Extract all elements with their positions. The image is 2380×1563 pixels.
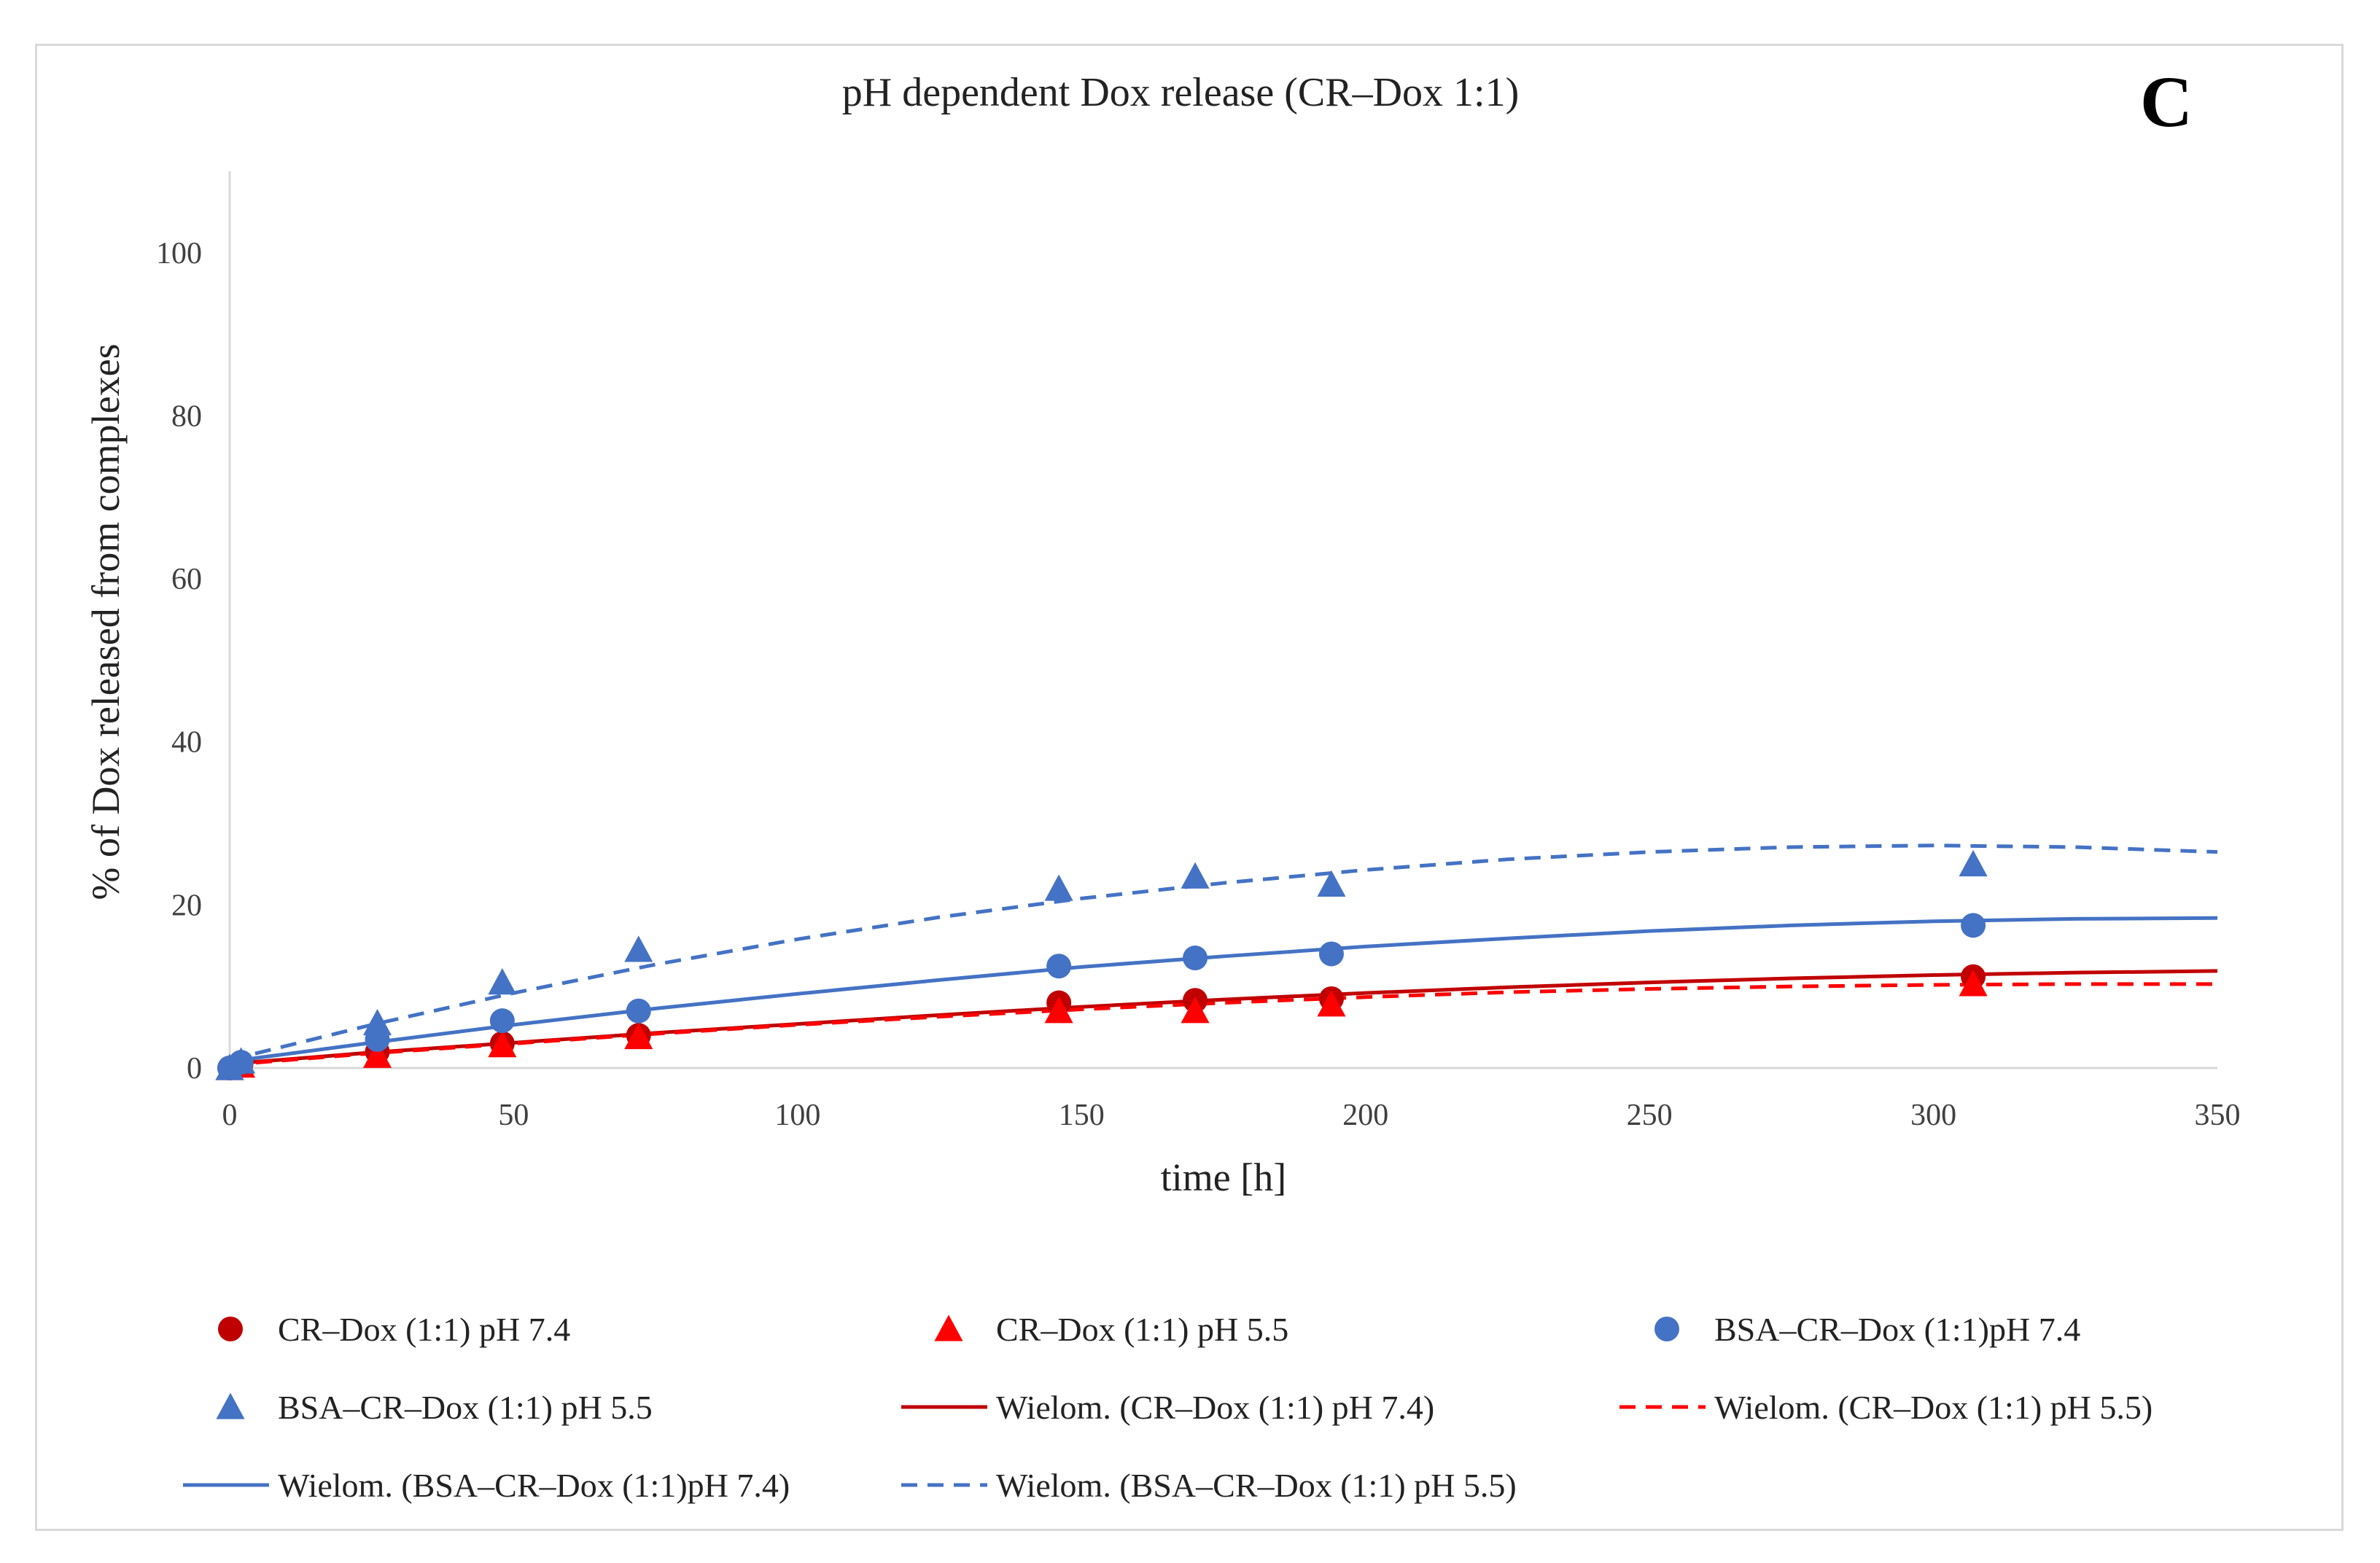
data-point	[1046, 954, 1072, 979]
data-point	[1181, 862, 1210, 889]
legend-label: BSA–CR–Dox (1:1)pH 7.4	[1714, 1311, 2080, 1348]
x-tick-label: 100	[774, 1099, 820, 1132]
legend: CR–Dox (1:1) pH 7.4 CR–Dox (1:1) pH 5.5 BS…	[183, 1311, 2152, 1504]
data-point	[1181, 997, 1210, 1024]
legend-marker	[934, 1314, 963, 1341]
trendline	[229, 969, 2218, 1066]
trendlines	[229, 843, 2218, 1067]
chart-title: pH dependent Dox release (CR–Dox 1:1)	[842, 70, 1519, 115]
legend-entry: Wielom. (CR–Dox (1:1) pH 7.4)	[901, 1389, 1434, 1426]
data-point	[362, 1041, 392, 1068]
legend-label: Wielom. (CR–Dox (1:1) pH 5.5)	[1714, 1389, 2152, 1426]
data-markers	[215, 849, 1988, 1080]
legend-entry: Wielom. (BSA–CR–Dox (1:1) pH 5.5)	[901, 1467, 1517, 1504]
chart-frame: pH dependent Dox release (CR–Dox 1:1) C …	[35, 44, 2344, 1531]
data-point	[1317, 870, 1346, 897]
data-point	[488, 968, 517, 995]
data-point	[1318, 941, 1344, 967]
legend-label: CR–Dox (1:1) pH 5.5	[996, 1311, 1288, 1348]
panel-letter: C	[2140, 61, 2193, 142]
y-tick-label: 60	[171, 563, 202, 596]
data-point	[1959, 849, 1988, 877]
y-tick-labels: 0 20 40 60 80 100	[156, 237, 202, 1085]
data-point	[1044, 997, 1073, 1024]
x-tick-label: 0	[222, 1099, 238, 1132]
legend-label: Wielom. (CR–Dox (1:1) pH 7.4)	[996, 1389, 1434, 1426]
data-point	[624, 935, 653, 962]
data-point	[488, 1031, 517, 1058]
x-tick-label: 200	[1342, 1099, 1388, 1132]
x-axis-title: time [h]	[1161, 1155, 1286, 1199]
legend-entry: Wielom. (BSA–CR–Dox (1:1)pH 7.4)	[183, 1467, 790, 1504]
y-tick-label: 80	[171, 399, 202, 433]
data-point	[362, 1008, 392, 1036]
data-point	[1959, 970, 1988, 997]
data-point	[1961, 913, 1986, 938]
data-point	[489, 1008, 515, 1034]
legend-entry: Wielom. (CR–Dox (1:1) pH 5.5)	[1619, 1389, 2152, 1426]
legend-marker	[1654, 1317, 1679, 1341]
trendline	[229, 916, 2218, 1064]
legend-entry: BSA–CR–Dox (1:1)pH 7.4	[1654, 1311, 2080, 1348]
chart: pH dependent Dox release (CR–Dox 1:1) C …	[84, 61, 2241, 1504]
y-axis-title: % of Dox released from complexes	[84, 343, 128, 900]
data-point	[1183, 946, 1208, 971]
trendline	[229, 843, 2218, 1062]
y-tick-label: 0	[187, 1052, 202, 1085]
data-point	[227, 1047, 256, 1074]
legend-label: CR–Dox (1:1) pH 7.4	[278, 1311, 570, 1348]
y-tick-label: 20	[171, 889, 202, 922]
data-point	[1317, 990, 1346, 1017]
data-point	[624, 1022, 653, 1050]
legend-label: Wielom. (BSA–CR–Dox (1:1)pH 7.4)	[278, 1467, 790, 1504]
x-tick-label: 300	[1910, 1099, 1956, 1132]
x-tick-label: 250	[1627, 1099, 1673, 1132]
legend-entry: CR–Dox (1:1) pH 5.5	[934, 1311, 1288, 1348]
legend-entry: BSA–CR–Dox (1:1) pH 5.5	[216, 1389, 653, 1426]
legend-marker	[216, 1392, 245, 1419]
x-tick-label: 350	[2195, 1099, 2241, 1132]
legend-marker	[218, 1317, 243, 1341]
x-tick-label: 150	[1059, 1099, 1105, 1132]
legend-entry: CR–Dox (1:1) pH 7.4	[218, 1311, 570, 1348]
legend-label: BSA–CR–Dox (1:1) pH 5.5	[278, 1389, 653, 1426]
x-tick-labels: 0 50 100 150 200 250 300 350	[222, 1099, 2241, 1132]
data-point	[626, 998, 651, 1024]
y-tick-label: 100	[156, 237, 202, 270]
x-tick-label: 50	[498, 1099, 529, 1132]
legend-label: Wielom. (BSA–CR–Dox (1:1) pH 5.5)	[996, 1467, 1517, 1504]
data-point	[1044, 874, 1073, 901]
y-tick-label: 40	[171, 726, 202, 760]
trendline	[229, 982, 2217, 1067]
